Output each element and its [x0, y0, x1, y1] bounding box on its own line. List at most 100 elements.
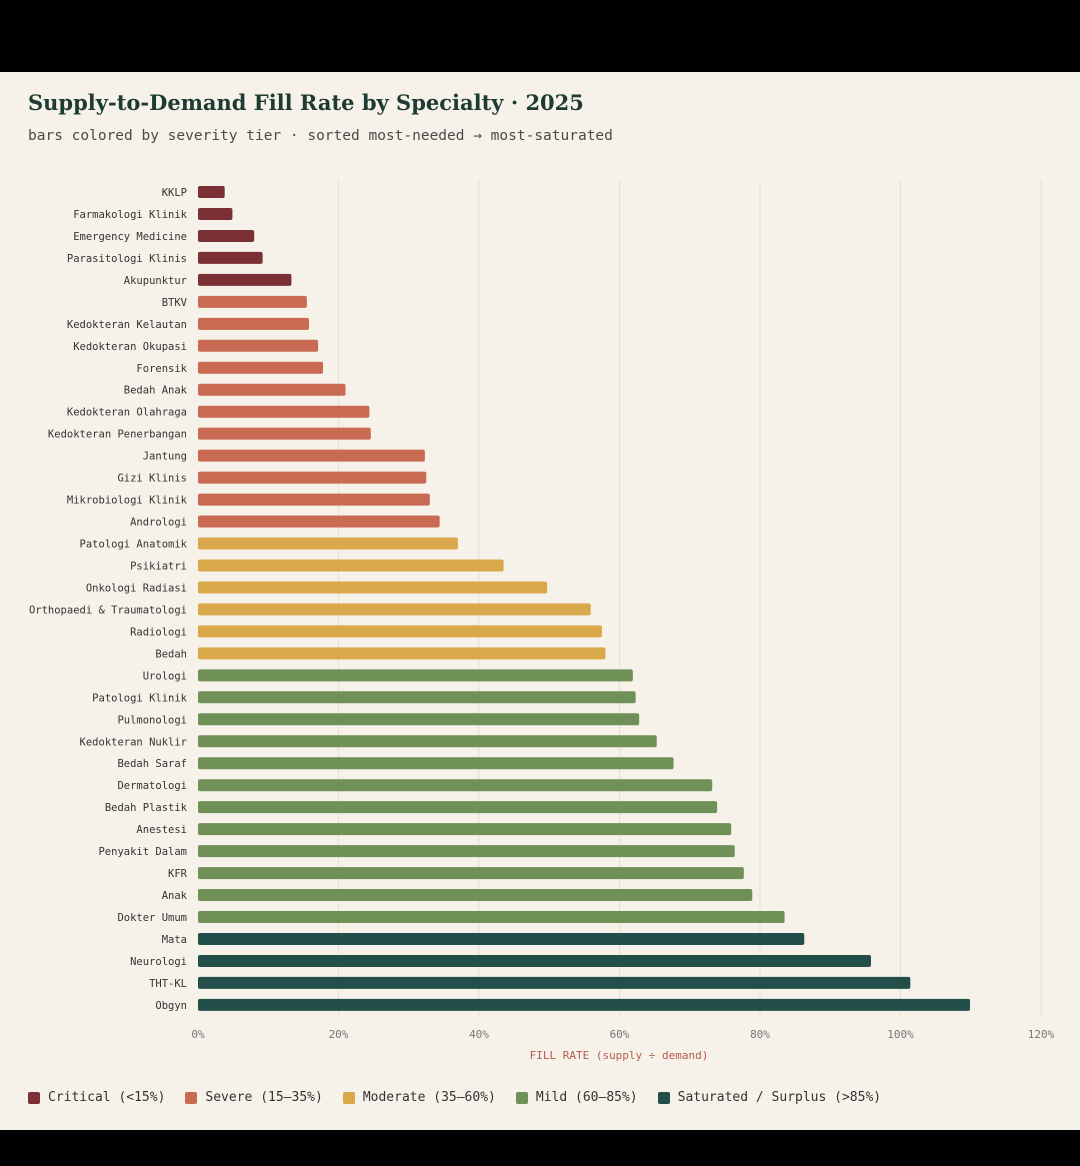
- x-tick-label: 60%: [610, 1028, 630, 1041]
- category-label: KFR: [168, 868, 188, 880]
- category-label: Farmakologi Klinik: [73, 209, 187, 221]
- bar: [198, 207, 233, 220]
- category-label: THT-KL: [149, 978, 187, 990]
- bar: [198, 383, 346, 396]
- category-label: Kedokteran Nuklir: [80, 736, 187, 748]
- bar: [198, 735, 657, 748]
- bar: [198, 581, 548, 594]
- chart-title: Supply-to-Demand Fill Rate by Specialty …: [28, 90, 584, 115]
- bar: [198, 229, 255, 242]
- category-label: Pulmonologi: [117, 714, 187, 726]
- bar-chart: 0% 20% 40% 60% 80% 100% 120% KKLP Farmakologi Kl…: [29, 180, 1055, 1062]
- category-label: Patologi Klinik: [92, 692, 188, 704]
- category-label: KKLP: [162, 187, 187, 199]
- bar: [198, 471, 427, 484]
- category-label: Jantung: [143, 451, 187, 463]
- category-label: Anak: [162, 890, 188, 902]
- bar: [198, 713, 640, 726]
- x-tick-label: 40%: [469, 1028, 489, 1041]
- bar: [198, 998, 971, 1011]
- legend-item: Severe (15–35%): [185, 1090, 323, 1105]
- bar: [198, 932, 805, 945]
- category-label: Dokter Umum: [117, 912, 187, 924]
- bar: [198, 779, 713, 792]
- legend-item: Saturated / Surplus (>85%): [657, 1090, 882, 1105]
- bar: [198, 559, 504, 572]
- legend-label: Severe (15–35%): [205, 1090, 323, 1105]
- category-label: Bedah Saraf: [117, 758, 187, 770]
- bar: [198, 801, 718, 814]
- category-label: Mikrobiologi Klinik: [67, 495, 188, 507]
- category-label: Forensik: [136, 363, 187, 375]
- category-label: Neurologi: [130, 956, 187, 968]
- x-tick-label: 80%: [750, 1028, 770, 1041]
- category-label: Akupunktur: [124, 275, 187, 287]
- category-label: BTKV: [162, 297, 188, 309]
- bar: [198, 867, 744, 880]
- category-label: Bedah Plastik: [105, 802, 188, 814]
- bar: [198, 691, 636, 704]
- bar: [198, 361, 324, 374]
- legend-item: Mild (60–85%): [515, 1090, 638, 1105]
- category-label: Bedah: [155, 648, 187, 660]
- chart-subtitle: bars colored by severity tier · sorted m…: [28, 128, 613, 144]
- bar: [198, 911, 785, 924]
- bar: [198, 976, 911, 989]
- category-label: Kedokteran Penerbangan: [48, 429, 187, 441]
- bar: [198, 537, 458, 550]
- bar: [198, 405, 370, 418]
- category-label: Anestesi: [136, 824, 187, 836]
- category-label: Emergency Medicine: [73, 231, 187, 243]
- bar: [198, 889, 753, 902]
- category-label: Dermatologi: [117, 780, 187, 792]
- x-tick-label: 100%: [887, 1028, 914, 1041]
- bar: [198, 954, 871, 967]
- chart-panel: Supply-to-Demand Fill Rate by Specialty …: [0, 72, 1080, 1130]
- x-tick-label: 0%: [191, 1028, 205, 1041]
- category-label: Urologi: [143, 670, 187, 682]
- legend-label: Saturated / Surplus (>85%): [677, 1090, 882, 1105]
- bar: [198, 515, 440, 528]
- category-label: Gizi Klinis: [117, 473, 187, 485]
- bar: [198, 449, 425, 462]
- category-label: Penyakit Dalam: [98, 846, 187, 858]
- bar: [198, 273, 292, 286]
- legend-swatch: [657, 1091, 670, 1104]
- legend-swatch: [515, 1091, 528, 1104]
- category-label: Radiologi: [130, 626, 187, 638]
- x-tick-label: 120%: [1028, 1028, 1055, 1041]
- category-label: Kedokteran Olahraga: [67, 407, 187, 419]
- bar: [198, 669, 633, 682]
- bar: [198, 625, 602, 638]
- bar: [198, 317, 309, 330]
- x-tick-label: 20%: [329, 1028, 349, 1041]
- legend-swatch: [185, 1091, 198, 1104]
- legend-label: Critical (<15%): [48, 1090, 166, 1105]
- bar: [198, 339, 319, 352]
- category-label: Andrologi: [130, 517, 187, 529]
- bar: [198, 823, 732, 836]
- category-label: Parasitologi Klinis: [67, 253, 187, 265]
- bar: [198, 427, 371, 440]
- bar: [198, 757, 674, 770]
- category-label: Patologi Anatomik: [80, 539, 188, 551]
- category-label: Kedokteran Kelautan: [67, 319, 187, 331]
- category-label: Onkologi Radiasi: [86, 582, 187, 594]
- category-label: Obgyn: [155, 1000, 187, 1012]
- legend-swatch: [342, 1091, 355, 1104]
- chart-legend: Critical (<15%) Severe (15–35%) Moderate (…: [28, 1090, 901, 1105]
- bar: [198, 845, 735, 858]
- bar: [198, 295, 307, 308]
- bar: [198, 647, 606, 660]
- bar: [198, 251, 263, 264]
- category-label: Mata: [162, 934, 187, 946]
- legend-label: Moderate (35–60%): [362, 1090, 496, 1105]
- legend-swatch: [28, 1091, 40, 1104]
- bar: [198, 493, 430, 506]
- category-label: Psikiatri: [130, 560, 187, 572]
- legend-item: Critical (<15%): [28, 1090, 165, 1105]
- legend-label: Mild (60–85%): [535, 1090, 638, 1105]
- category-label: Kedokteran Okupasi: [73, 341, 187, 353]
- legend-item: Moderate (35–60%): [342, 1090, 496, 1105]
- category-label: Bedah Anak: [124, 385, 188, 397]
